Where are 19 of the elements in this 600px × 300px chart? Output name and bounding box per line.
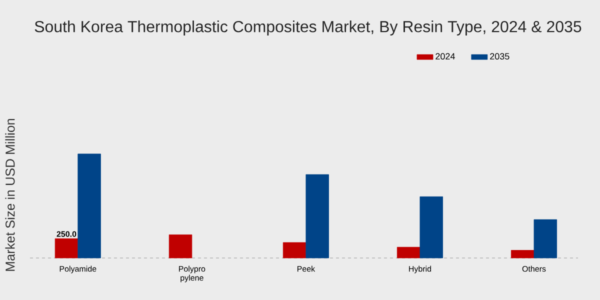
legend-label: 2035 — [490, 53, 510, 60]
bar — [306, 174, 329, 258]
y-axis-title: Market Size in USD Million — [5, 118, 15, 271]
data-label: 250.0 — [56, 231, 76, 237]
bar — [534, 219, 557, 258]
bar — [510, 250, 534, 258]
x-tick-label: Polyamide — [60, 266, 96, 274]
bar — [54, 238, 78, 258]
bar — [78, 154, 101, 258]
x-tick-label: Polypro pylene — [179, 266, 206, 282]
x-tick-label: Peek — [297, 266, 316, 272]
bar — [168, 234, 192, 258]
x-tick-label: Hybrid — [409, 266, 432, 274]
bar — [396, 246, 420, 258]
bar — [282, 242, 306, 258]
bar — [420, 196, 443, 258]
x-tick-label: Others — [522, 266, 546, 272]
legend-label: 2024 — [436, 53, 455, 60]
chart-title: South Korea Thermoplastic Composites Market, By Resin Type, 2024 & 2035 — [34, 20, 582, 36]
